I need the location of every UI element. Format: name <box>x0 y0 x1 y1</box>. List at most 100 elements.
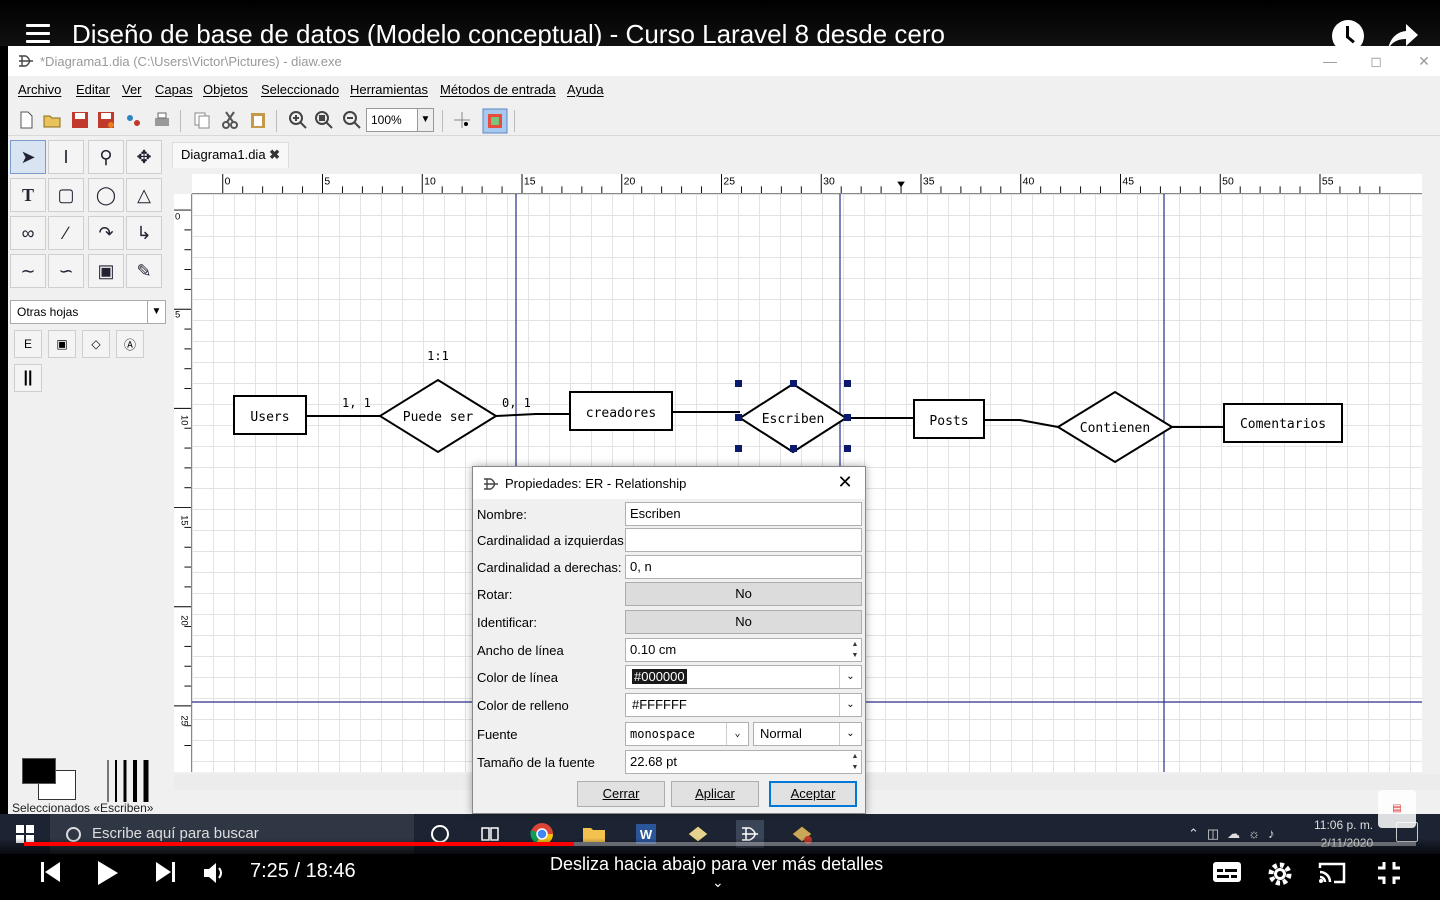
color-linea-select[interactable]: #000000 ⌄ <box>625 665 862 689</box>
er-relationship-puede-ser[interactable]: Puede ser <box>378 378 498 454</box>
menu-editar[interactable]: Editar <box>76 82 110 97</box>
menu-ayuda[interactable]: Ayuda <box>567 82 604 97</box>
ancho-linea-spinner[interactable]: 0.10 cm ▲ ▼ <box>625 638 862 662</box>
close-window-button[interactable]: ✕ <box>1418 53 1430 69</box>
tamano-fuente-spinner[interactable]: 22.68 pt ▲ ▼ <box>625 750 862 774</box>
line-width-selector[interactable] <box>104 760 154 802</box>
zoom-fit-icon[interactable] <box>314 110 334 130</box>
cut-icon[interactable] <box>220 110 240 130</box>
rotar-toggle[interactable]: No <box>625 582 862 606</box>
nombre-input[interactable]: Escriben <box>625 502 862 526</box>
export-icon[interactable] <box>124 110 144 130</box>
new-file-icon[interactable] <box>16 110 36 130</box>
chevron-down-icon[interactable]: ▼ <box>147 301 165 323</box>
vertical-scrollbar[interactable] <box>1422 174 1440 772</box>
settings-gear-icon[interactable] <box>1266 860 1294 888</box>
fuente-family-select[interactable]: monospace ⌄ <box>625 722 749 746</box>
er-relationship-shape[interactable]: ◇ <box>82 330 110 358</box>
zoom-in-icon[interactable] <box>288 110 308 130</box>
beziergon-tool[interactable]: ∞ <box>10 216 46 250</box>
er-entity-shape[interactable]: E <box>14 330 42 358</box>
cerrar-button[interactable]: Cerrar <box>577 781 665 807</box>
er-relationship-escriben[interactable]: Escriben <box>738 382 848 454</box>
save-as-icon[interactable] <box>96 110 116 130</box>
object-snapping-icon[interactable] <box>482 108 508 134</box>
paste-icon[interactable] <box>248 110 268 130</box>
play-icon[interactable] <box>96 860 120 886</box>
video-title[interactable]: Diseño de base de datos (Modelo conceptu… <box>72 19 945 49</box>
system-tray-icons[interactable]: ⌃◫☁☼♪ <box>1188 826 1283 841</box>
aceptar-button[interactable]: Aceptar <box>769 781 857 807</box>
chevron-down-icon[interactable]: ⌄ <box>839 723 861 745</box>
er-entity-users[interactable]: Users <box>233 395 307 435</box>
progress-bar[interactable] <box>24 842 1416 846</box>
box-tool[interactable]: ▢ <box>48 178 84 212</box>
line-tool[interactable]: ∕ <box>48 216 84 250</box>
chevron-down-icon[interactable]: ⌄ <box>726 723 748 745</box>
zoom-select[interactable]: 100% ▼ <box>366 108 434 132</box>
er-entity-creadores[interactable]: creadores <box>569 391 673 431</box>
er-entity-posts[interactable]: Posts <box>913 399 985 439</box>
snap-to-grid-icon[interactable] <box>452 110 472 130</box>
er-relationship-contienen[interactable]: Contienen <box>1056 390 1174 464</box>
bezier-line-tool[interactable]: ∽ <box>48 254 84 288</box>
print-icon[interactable] <box>152 110 172 130</box>
save-icon[interactable] <box>70 110 90 130</box>
er-attribute-shape[interactable]: Ⓐ <box>116 330 144 358</box>
cardinalidad-izquierdas-input[interactable] <box>625 528 862 552</box>
zoom-out-icon[interactable] <box>342 110 362 130</box>
arc-tool[interactable]: ↷ <box>88 216 124 250</box>
spin-arrows-icon[interactable]: ▲ ▼ <box>851 753 859 771</box>
menu-metodos-entrada[interactable]: Métodos de entrada <box>440 82 556 97</box>
fuente-style-select[interactable]: Normal ⌄ <box>753 722 862 746</box>
menu-objetos[interactable]: Objetos <box>203 82 248 97</box>
close-icon[interactable]: ✕ <box>837 472 853 492</box>
color-relleno-select[interactable]: #FFFFFF ⌄ <box>625 693 862 717</box>
chevron-down-icon[interactable]: ⌄ <box>839 694 861 716</box>
polyline-tool[interactable]: ∼ <box>10 254 46 288</box>
subtitles-icon[interactable] <box>1212 860 1242 884</box>
polygon-tool[interactable]: △ <box>126 178 162 212</box>
menu-ver[interactable]: Ver <box>122 82 142 97</box>
magnify-tool[interactable]: ⚲ <box>88 140 124 174</box>
cast-icon[interactable] <box>1316 860 1348 886</box>
watch-later-icon[interactable] <box>1332 20 1364 52</box>
cardinalidad-derechas-input[interactable]: 0, n <box>625 555 862 579</box>
volume-icon[interactable] <box>202 860 228 886</box>
menu-seleccionado[interactable]: Seleccionado <box>261 82 340 97</box>
text-edit-tool[interactable]: I <box>48 140 84 174</box>
menu-herramientas[interactable]: Herramientas <box>350 82 429 97</box>
open-folder-icon[interactable] <box>42 110 62 130</box>
er-weak-entity-shape[interactable]: ▣ <box>48 330 76 358</box>
spin-arrows-icon[interactable]: ▲ ▼ <box>851 641 859 659</box>
maximize-button[interactable]: ◻ <box>1370 53 1382 69</box>
scroll-tool[interactable]: ✥ <box>126 140 162 174</box>
close-icon[interactable]: ✖ <box>269 147 281 162</box>
previous-icon[interactable] <box>40 860 62 884</box>
ellipse-tool[interactable]: ◯ <box>88 178 124 212</box>
next-icon[interactable] <box>154 860 176 884</box>
exit-fullscreen-icon[interactable] <box>1376 860 1402 886</box>
playlist-menu-icon[interactable] <box>26 24 50 48</box>
er-participation-shape[interactable]: || <box>14 364 42 392</box>
copy-icon[interactable] <box>192 110 212 130</box>
color-selector[interactable] <box>18 758 82 808</box>
selection-handles[interactable] <box>735 380 851 452</box>
channel-watermark-logo[interactable]: ▤ <box>1378 790 1416 828</box>
outline-tool[interactable]: ✎ <box>126 254 162 288</box>
image-tool[interactable]: ▣ <box>88 254 124 288</box>
text-tool[interactable]: T <box>10 178 46 212</box>
chevron-down-icon[interactable]: ⌄ <box>839 666 861 688</box>
aplicar-button[interactable]: Aplicar <box>671 781 759 807</box>
chevron-down-icon[interactable]: ▼ <box>417 109 433 131</box>
sheets-select[interactable]: Otras hojas ▼ <box>10 300 166 324</box>
tab-diagrama1[interactable]: Diagrama1.dia ✖ <box>172 142 290 168</box>
menu-archivo[interactable]: Archivo <box>18 82 62 97</box>
menu-capas[interactable]: Capas <box>155 82 193 97</box>
share-icon[interactable] <box>1386 20 1420 52</box>
foreground-color-swatch[interactable] <box>22 758 56 784</box>
identificar-toggle[interactable]: No <box>625 610 862 634</box>
minimize-button[interactable]: — <box>1323 53 1337 69</box>
zigzag-line-tool[interactable]: ↳ <box>126 216 162 250</box>
er-entity-comentarios[interactable]: Comentarios <box>1223 403 1343 443</box>
